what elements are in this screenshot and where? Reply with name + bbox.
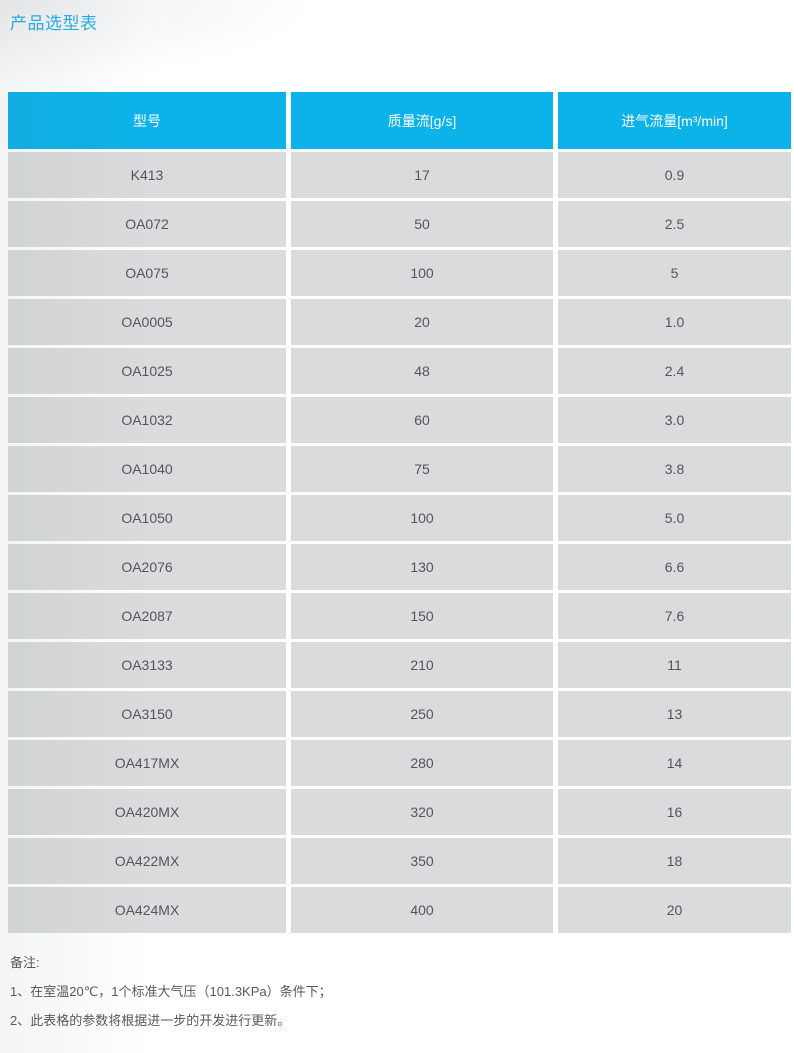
cell-model: OA3150 [8, 691, 286, 737]
cell-model: OA1032 [8, 397, 286, 443]
cell-mass-flow: 150 [291, 593, 553, 639]
cell-model: OA422MX [8, 838, 286, 884]
cell-model: OA420MX [8, 789, 286, 835]
cell-model: OA1050 [8, 495, 286, 541]
cell-mass-flow: 210 [291, 642, 553, 688]
cell-mass-flow: 320 [291, 789, 553, 835]
column-header-model: 型号 [8, 92, 286, 149]
cell-intake-flow: 2.4 [558, 348, 791, 394]
cell-mass-flow: 60 [291, 397, 553, 443]
cell-mass-flow: 280 [291, 740, 553, 786]
cell-model: OA1025 [8, 348, 286, 394]
cell-model: OA1040 [8, 446, 286, 492]
cell-intake-flow: 1.0 [558, 299, 791, 345]
notes-section: 备注: 1、在室温20℃，1个标准大气压（101.3KPa）条件下； 2、此表格… [10, 948, 332, 1035]
cell-model: OA072 [8, 201, 286, 247]
cell-model: OA3133 [8, 642, 286, 688]
cell-intake-flow: 5 [558, 250, 791, 296]
cell-mass-flow: 17 [291, 152, 553, 198]
cell-model: OA075 [8, 250, 286, 296]
cell-mass-flow: 75 [291, 446, 553, 492]
cell-intake-flow: 20 [558, 887, 791, 933]
cell-model: K413 [8, 152, 286, 198]
cell-intake-flow: 3.8 [558, 446, 791, 492]
column-header-intake-flow: 进气流量[m³/min] [558, 92, 791, 149]
cell-model: OA2076 [8, 544, 286, 590]
cell-mass-flow: 350 [291, 838, 553, 884]
cell-mass-flow: 400 [291, 887, 553, 933]
cell-model: OA0005 [8, 299, 286, 345]
cell-intake-flow: 14 [558, 740, 791, 786]
cell-mass-flow: 48 [291, 348, 553, 394]
cell-mass-flow: 100 [291, 495, 553, 541]
cell-intake-flow: 2.5 [558, 201, 791, 247]
cell-intake-flow: 16 [558, 789, 791, 835]
cell-intake-flow: 6.6 [558, 544, 791, 590]
cell-model: OA417MX [8, 740, 286, 786]
note-line-2: 2、此表格的参数将根据进一步的开发进行更新。 [10, 1013, 291, 1028]
cell-intake-flow: 0.9 [558, 152, 791, 198]
page-title: 产品选型表 [10, 14, 98, 33]
cell-intake-flow: 18 [558, 838, 791, 884]
cell-mass-flow: 100 [291, 250, 553, 296]
cell-intake-flow: 5.0 [558, 495, 791, 541]
cell-intake-flow: 11 [558, 642, 791, 688]
product-selection-table: 型号 质量流[g/s] 进气流量[m³/min] K413 17 0.9 OA072 5… [8, 92, 791, 933]
cell-mass-flow: 250 [291, 691, 553, 737]
cell-intake-flow: 7.6 [558, 593, 791, 639]
cell-intake-flow: 13 [558, 691, 791, 737]
cell-mass-flow: 130 [291, 544, 553, 590]
cell-model: OA2087 [8, 593, 286, 639]
note-line-1: 1、在室温20℃，1个标准大气压（101.3KPa）条件下； [10, 984, 332, 999]
cell-intake-flow: 3.0 [558, 397, 791, 443]
column-header-mass-flow: 质量流[g/s] [291, 92, 553, 149]
cell-model: OA424MX [8, 887, 286, 933]
cell-mass-flow: 20 [291, 299, 553, 345]
notes-label: 备注: [10, 955, 40, 970]
cell-mass-flow: 50 [291, 201, 553, 247]
